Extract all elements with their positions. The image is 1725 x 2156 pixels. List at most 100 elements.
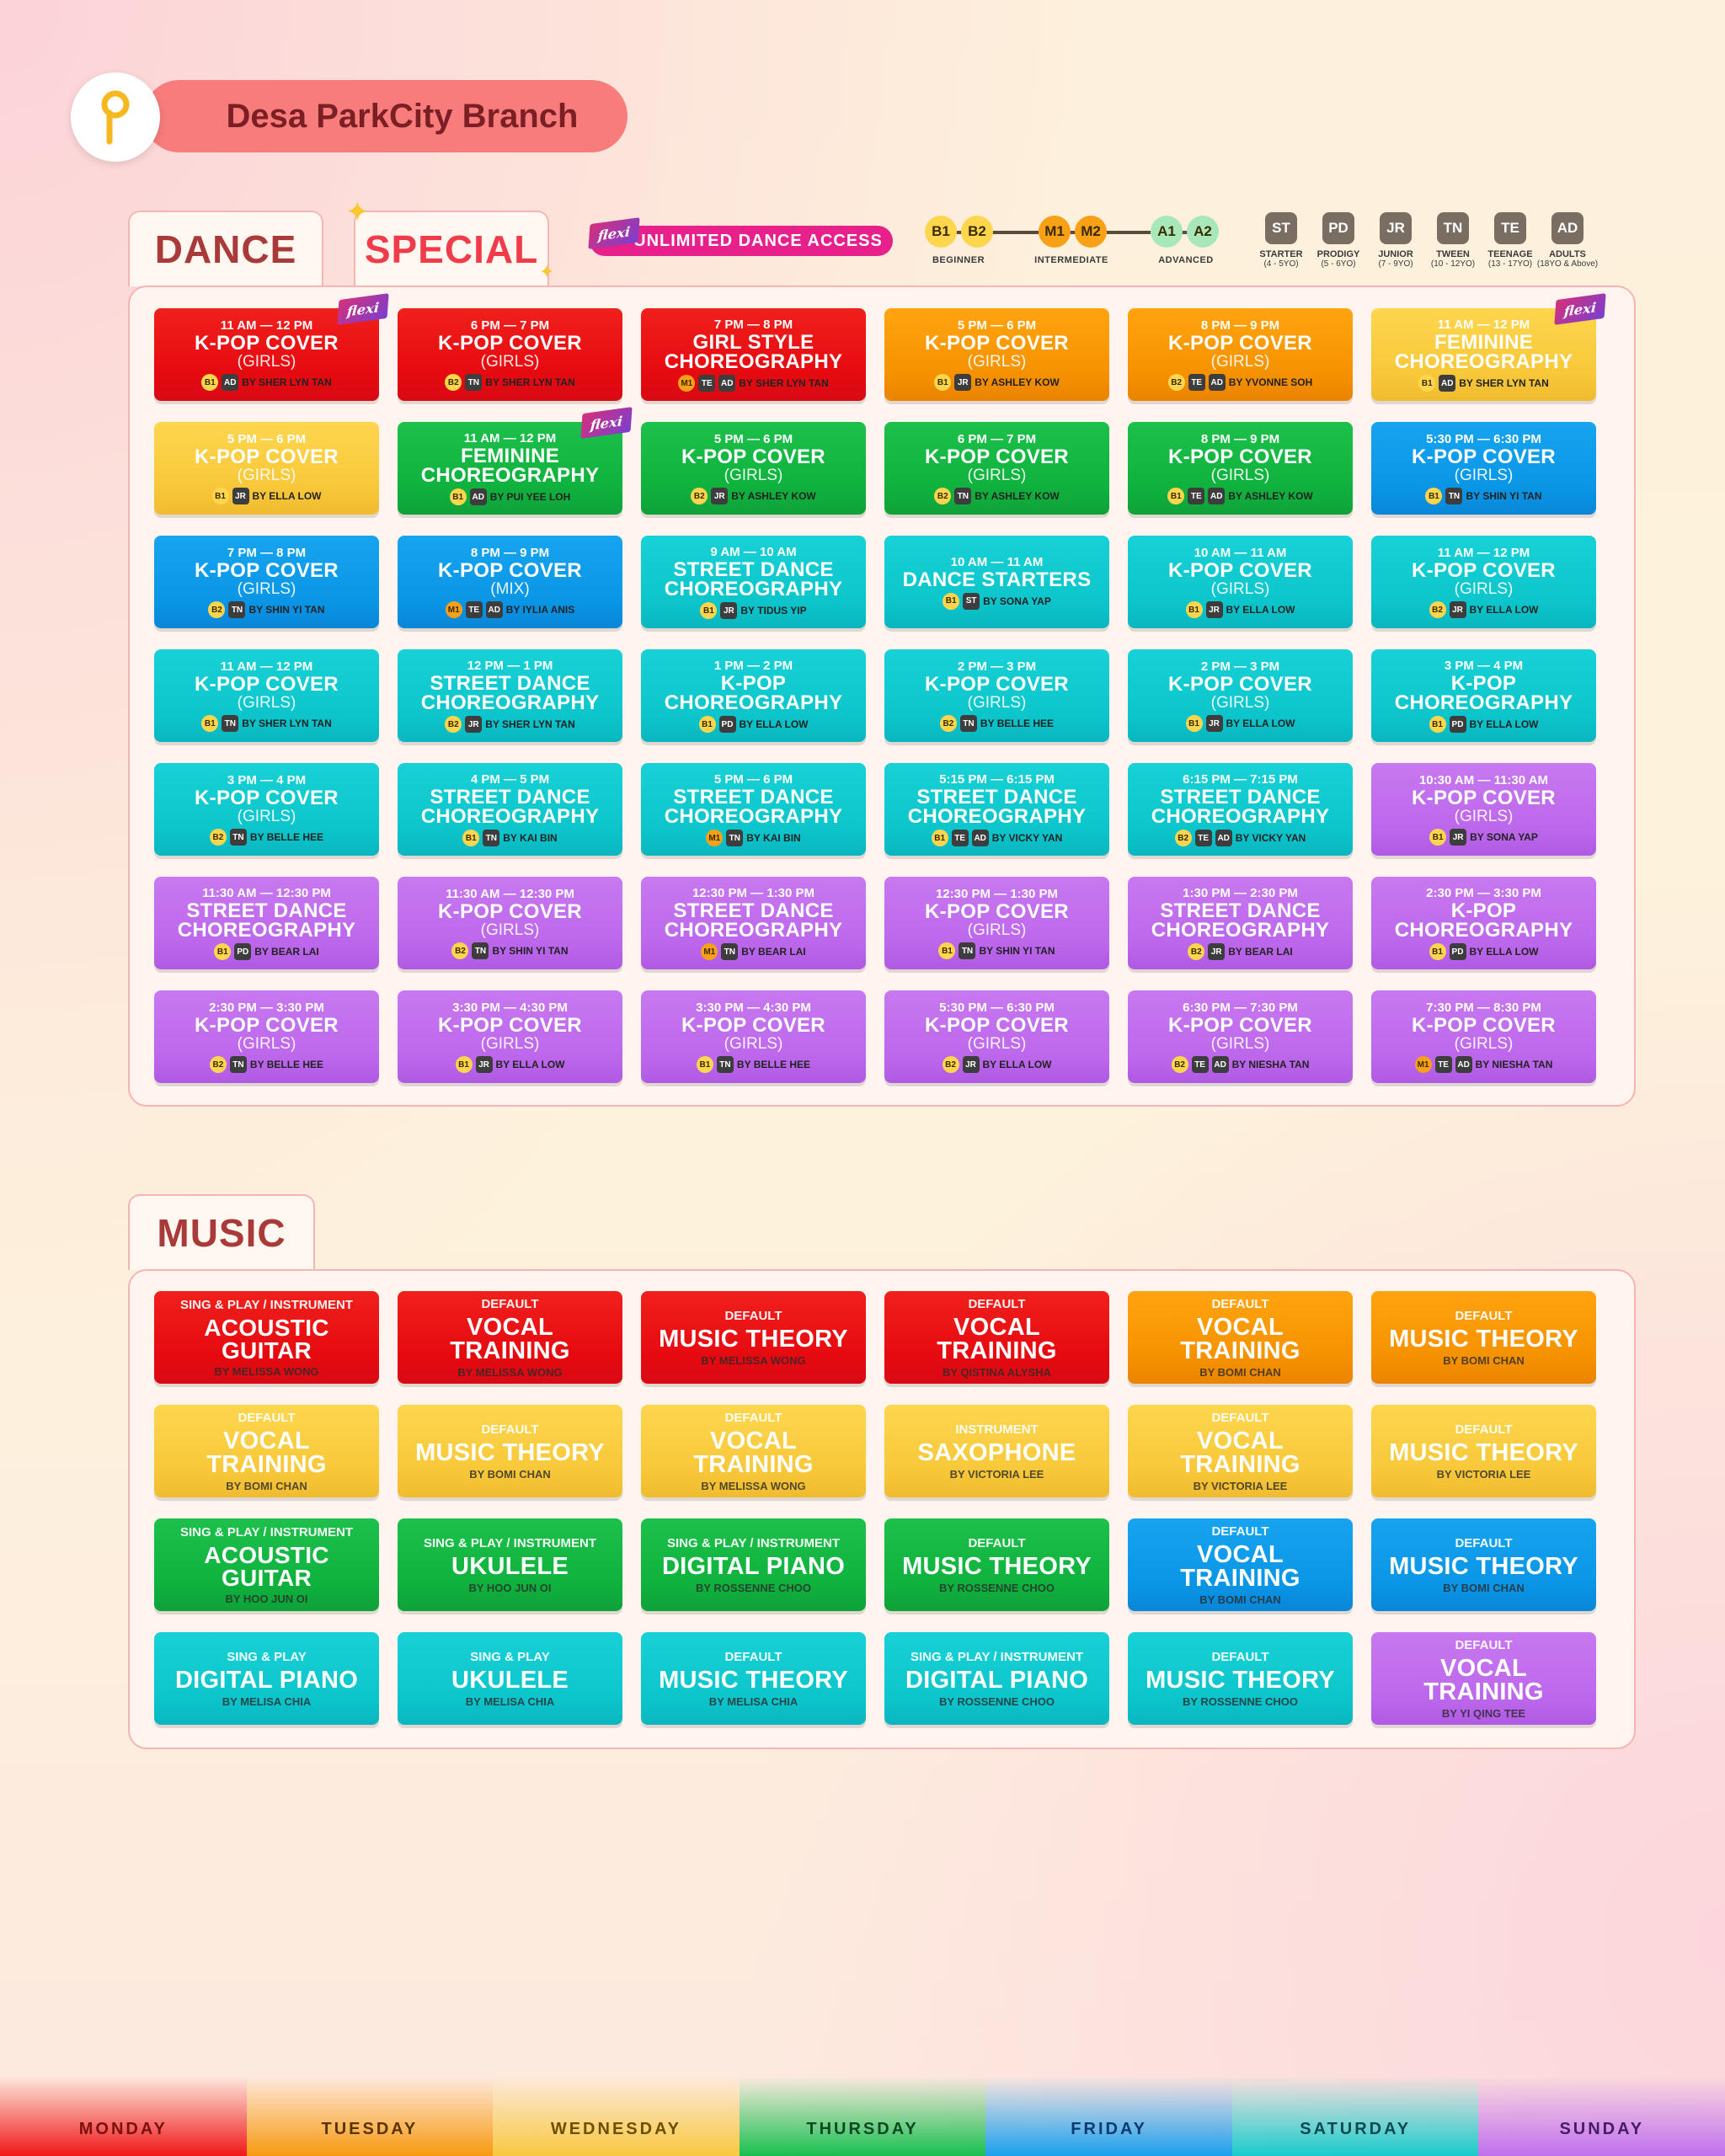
day-label-saturday[interactable]: SATURDAY xyxy=(1231,2076,1479,2156)
dance-class-card[interactable]: 10 AM — 11 AM K-POP COVER (GIRLS) B1 JR BY EL… xyxy=(1128,536,1353,628)
music-class-card[interactable]: DEFAULT MUSIC THEORY BY ROSSENNE CHOO xyxy=(884,1518,1109,1611)
tab-dance[interactable]: DANCE xyxy=(128,211,323,286)
instructor-name: BY BELLE HEE xyxy=(249,831,324,843)
music-class-card[interactable]: DEFAULT MUSIC THEORY BY BOMI CHAN xyxy=(398,1405,622,1497)
music-class-card[interactable]: DEFAULT VOCAL TRAINING BY QISTINA ALYSHA xyxy=(884,1291,1109,1384)
dance-class-card[interactable]: 7 PM — 8 PM GIRL STYLE CHOREOGRAPHY M1 TE AD… xyxy=(641,308,866,401)
age-chip: JR xyxy=(232,488,249,504)
class-title: UKULELE xyxy=(451,1666,569,1694)
tab-music[interactable]: MUSIC xyxy=(128,1194,315,1270)
dance-class-card[interactable]: 11:30 AM — 12:30 PM STREET DANCE CHOREOGR… xyxy=(154,877,379,969)
dance-class-card[interactable]: 5 PM — 6 PM K-POP COVER (GIRLS) B1 JR BY ASHL… xyxy=(884,308,1109,401)
dance-class-card[interactable]: 8 PM — 9 PM K-POP COVER (MIX) M1 TE AD BY IYLI… xyxy=(398,536,622,628)
dance-class-card[interactable]: 11 AM — 12 PM K-POP COVER (GIRLS) B2 JR BY EL… xyxy=(1371,536,1596,628)
tab-special[interactable]: SPECIAL xyxy=(354,211,549,286)
music-class-card[interactable]: DEFAULT VOCAL TRAINING BY YI QING TEE xyxy=(1371,1632,1596,1725)
instructor-name: BY ELLA LOW xyxy=(1226,718,1295,729)
age-chip: AD xyxy=(469,488,487,505)
music-class-card[interactable]: DEFAULT MUSIC THEORY BY MELISSA WONG xyxy=(641,1291,866,1384)
music-class-card[interactable]: DEFAULT MUSIC THEORY BY ROSSENNE CHOO xyxy=(1128,1632,1353,1725)
dance-class-card[interactable]: 7:30 PM — 8:30 PM K-POP COVER (GIRLS) M1 TE A… xyxy=(1371,990,1596,1083)
music-class-card[interactable]: INSTRUMENT SAXOPHONE BY VICTORIA LEE xyxy=(884,1405,1109,1497)
music-class-card[interactable]: SING & PLAY UKULELE BY MELISA CHIA xyxy=(398,1632,622,1725)
dance-class-card[interactable]: 3 PM — 4 PM K-POP COVER (GIRLS) B2 TN BY BELL… xyxy=(154,763,379,856)
music-class-card[interactable]: SING & PLAY / INSTRUMENT DIGITAL PIANO BY … xyxy=(884,1632,1109,1725)
dance-class-card[interactable]: 12:30 PM — 1:30 PM STREET DANCE CHOREOGRA… xyxy=(641,877,866,969)
class-title: K-POP CHOREOGRAPHY xyxy=(1394,672,1573,714)
dance-class-card[interactable]: 9 AM — 10 AM STREET DANCE CHOREOGRAPHY B1 J… xyxy=(641,536,866,628)
level-connector xyxy=(957,231,1039,234)
dance-class-card[interactable]: 6:15 PM — 7:15 PM STREET DANCE CHOREOGRAP… xyxy=(1128,763,1353,856)
dance-class-card[interactable]: 10:30 AM — 11:30 AM K-POP COVER (GIRLS) B1 J… xyxy=(1371,763,1596,856)
age-label: TEENAGE (13 - 17YO) xyxy=(1477,249,1544,270)
dance-class-card[interactable]: 3:30 PM — 4:30 PM K-POP COVER (GIRLS) B1 JR B… xyxy=(398,990,622,1083)
day-label-monday[interactable]: MONDAY xyxy=(0,2076,247,2156)
dance-class-card[interactable]: 11 AM — 12 PM FEMININE CHOREOGRAPHY B1 AD BY… xyxy=(1371,293,1606,401)
day-label-wednesday[interactable]: WEDNESDAY xyxy=(493,2076,740,2156)
dance-class-card[interactable]: 11 AM — 12 PM FEMININE CHOREOGRAPHY B1 AD BY… xyxy=(398,407,633,515)
class-meta: B1 JR BY ASHLEY KOW xyxy=(934,374,1060,391)
dance-class-card[interactable]: 2 PM — 3 PM K-POP COVER (GIRLS) B1 JR BY ELLA… xyxy=(1128,649,1353,742)
class-subtitle: (GIRLS) xyxy=(1454,467,1514,484)
dance-class-card[interactable]: 7 PM — 8 PM K-POP COVER (GIRLS) B2 TN BY SHIN… xyxy=(154,536,379,628)
music-class-card[interactable]: DEFAULT VOCAL TRAINING BY BOMI CHAN xyxy=(1128,1291,1353,1384)
class-title: MUSIC THEORY xyxy=(1389,1552,1578,1580)
music-class-card[interactable]: SING & PLAY / INSTRUMENT ACOUSTIC GUITAR B… xyxy=(154,1291,379,1384)
class-meta: B1 AD BY SHER LYN TAN xyxy=(1418,375,1549,392)
music-class-card[interactable]: DEFAULT VOCAL TRAINING BY MELISSA WONG xyxy=(398,1291,622,1384)
music-class-card[interactable]: DEFAULT VOCAL TRAINING BY VICTORIA LEE xyxy=(1128,1405,1353,1497)
dance-class-card[interactable]: 2 PM — 3 PM K-POP COVER (GIRLS) B2 TN BY BELL… xyxy=(884,649,1109,742)
music-class-card[interactable]: SING & PLAY / INSTRUMENT UKULELE BY HOO JU… xyxy=(398,1518,622,1611)
dance-class-card[interactable]: 5:30 PM — 6:30 PM K-POP COVER (GIRLS) B2 JR B… xyxy=(884,990,1109,1083)
music-class-card[interactable]: DEFAULT MUSIC THEORY BY MELISA CHIA xyxy=(641,1632,866,1725)
dance-class-card[interactable]: 6 PM — 7 PM K-POP COVER (GIRLS) B2 TN BY SHER… xyxy=(398,308,622,401)
class-meta: B2 TN BY ASHLEY KOW xyxy=(934,488,1060,504)
music-class-card[interactable]: SING & PLAY DIGITAL PIANO BY MELISA CHIA xyxy=(154,1632,379,1725)
dance-class-card[interactable]: 6:30 PM — 7:30 PM K-POP COVER (GIRLS) B2 TE A… xyxy=(1128,990,1353,1083)
music-class-card[interactable]: DEFAULT VOCAL TRAINING BY BOMI CHAN xyxy=(1128,1518,1353,1611)
day-label-tuesday[interactable]: TUESDAY xyxy=(246,2076,494,2156)
music-class-card[interactable]: SING & PLAY / INSTRUMENT DIGITAL PIANO BY … xyxy=(641,1518,866,1611)
dance-class-card[interactable]: 8 PM — 9 PM K-POP COVER (GIRLS) B1 TE AD BY AS… xyxy=(1128,422,1353,515)
dance-class-card[interactable]: 3 PM — 4 PM K-POP CHOREOGRAPHY B1 PD BY ELLA… xyxy=(1371,649,1596,742)
class-title: STREET DANCE CHOREOGRAPHY xyxy=(420,672,600,714)
class-meta: M1 TN BY KAI BIN xyxy=(706,830,801,846)
dance-class-card[interactable]: 11:30 AM — 12:30 PM K-POP COVER (GIRLS) B2 T… xyxy=(398,877,622,969)
dance-class-card[interactable]: 1 PM — 2 PM K-POP CHOREOGRAPHY B1 PD BY ELLA… xyxy=(641,649,866,742)
music-class-card[interactable]: DEFAULT MUSIC THEORY BY BOMI CHAN xyxy=(1371,1291,1596,1384)
level-chip: M1 xyxy=(1414,1056,1432,1073)
instructor-name: BY HOO JUN OI xyxy=(468,1581,552,1594)
day-label-sunday[interactable]: SUNDAY xyxy=(1478,2076,1725,2156)
instructor-name: BY ASHLEY KOW xyxy=(975,490,1060,502)
class-title: VOCAL TRAINING xyxy=(1423,1654,1544,1705)
music-class-card[interactable]: DEFAULT MUSIC THEORY BY BOMI CHAN xyxy=(1371,1518,1596,1611)
dance-class-card[interactable]: 3:30 PM — 4:30 PM K-POP COVER (GIRLS) B1 TN B… xyxy=(641,990,866,1083)
dance-class-card[interactable]: 8 PM — 9 PM K-POP COVER (GIRLS) B2 TE AD BY YV… xyxy=(1128,308,1353,401)
day-label-thursday[interactable]: THURSDAY xyxy=(739,2076,986,2156)
dance-class-card[interactable]: 5:30 PM — 6:30 PM K-POP COVER (GIRLS) B1 TN B… xyxy=(1371,422,1596,515)
music-class-card[interactable]: DEFAULT MUSIC THEORY BY VICTORIA LEE xyxy=(1371,1405,1596,1497)
dance-class-card[interactable]: 4 PM — 5 PM STREET DANCE CHOREOGRAPHY B1 TN… xyxy=(398,763,622,856)
day-label-friday[interactable]: FRIDAY xyxy=(985,2076,1232,2156)
dance-class-card[interactable]: 6 PM — 7 PM K-POP COVER (GIRLS) B2 TN BY ASHL… xyxy=(884,422,1109,515)
dance-class-card[interactable]: 1:30 PM — 2:30 PM STREET DANCE CHOREOGRAP… xyxy=(1128,877,1353,969)
dance-class-card[interactable]: 10 AM — 11 AM DANCE STARTERS B1 ST BY SONA Y… xyxy=(884,536,1109,628)
dance-class-card[interactable]: 5:15 PM — 6:15 PM STREET DANCE CHOREOGRAP… xyxy=(884,763,1109,856)
dance-class-card[interactable]: 11 AM — 12 PM K-POP COVER (GIRLS) B1 TN BY SH… xyxy=(154,649,379,742)
dance-class-card[interactable]: 5 PM — 6 PM K-POP COVER (GIRLS) B1 JR BY ELLA… xyxy=(154,422,379,515)
class-time: 2:30 PM — 3:30 PM xyxy=(209,1001,324,1015)
dance-class-card[interactable]: 12:30 PM — 1:30 PM K-POP COVER (GIRLS) B1 TN… xyxy=(884,877,1109,969)
age-chip: JR xyxy=(475,1056,493,1073)
class-title: VOCAL TRAINING xyxy=(1180,1313,1300,1364)
music-class-card[interactable]: DEFAULT VOCAL TRAINING BY BOMI CHAN xyxy=(154,1405,379,1497)
age-range: (4 - 5YO) xyxy=(1263,259,1299,269)
dance-class-card[interactable]: 2:30 PM — 3:30 PM K-POP CHOREOGRAPHY B1 PD B… xyxy=(1371,877,1596,969)
class-meta: M1 TE AD BY SHER LYN TAN xyxy=(678,375,829,392)
dance-class-card[interactable]: 2:30 PM — 3:30 PM K-POP COVER (GIRLS) B2 TN B… xyxy=(154,990,379,1083)
dance-class-card[interactable]: 5 PM — 6 PM K-POP COVER (GIRLS) B2 JR BY ASHL… xyxy=(641,422,866,515)
dance-class-card[interactable]: 11 AM — 12 PM K-POP COVER (GIRLS) B1 AD BY SH… xyxy=(154,293,389,401)
dance-class-card[interactable]: 12 PM — 1 PM STREET DANCE CHOREOGRAPHY B2 J… xyxy=(398,649,622,742)
music-class-card[interactable]: SING & PLAY / INSTRUMENT ACOUSTIC GUITAR B… xyxy=(154,1518,379,1611)
dance-class-card[interactable]: 5 PM — 6 PM STREET DANCE CHOREOGRAPHY M1 TN… xyxy=(641,763,866,856)
music-class-card[interactable]: DEFAULT VOCAL TRAINING BY MELISSA WONG xyxy=(641,1405,866,1497)
